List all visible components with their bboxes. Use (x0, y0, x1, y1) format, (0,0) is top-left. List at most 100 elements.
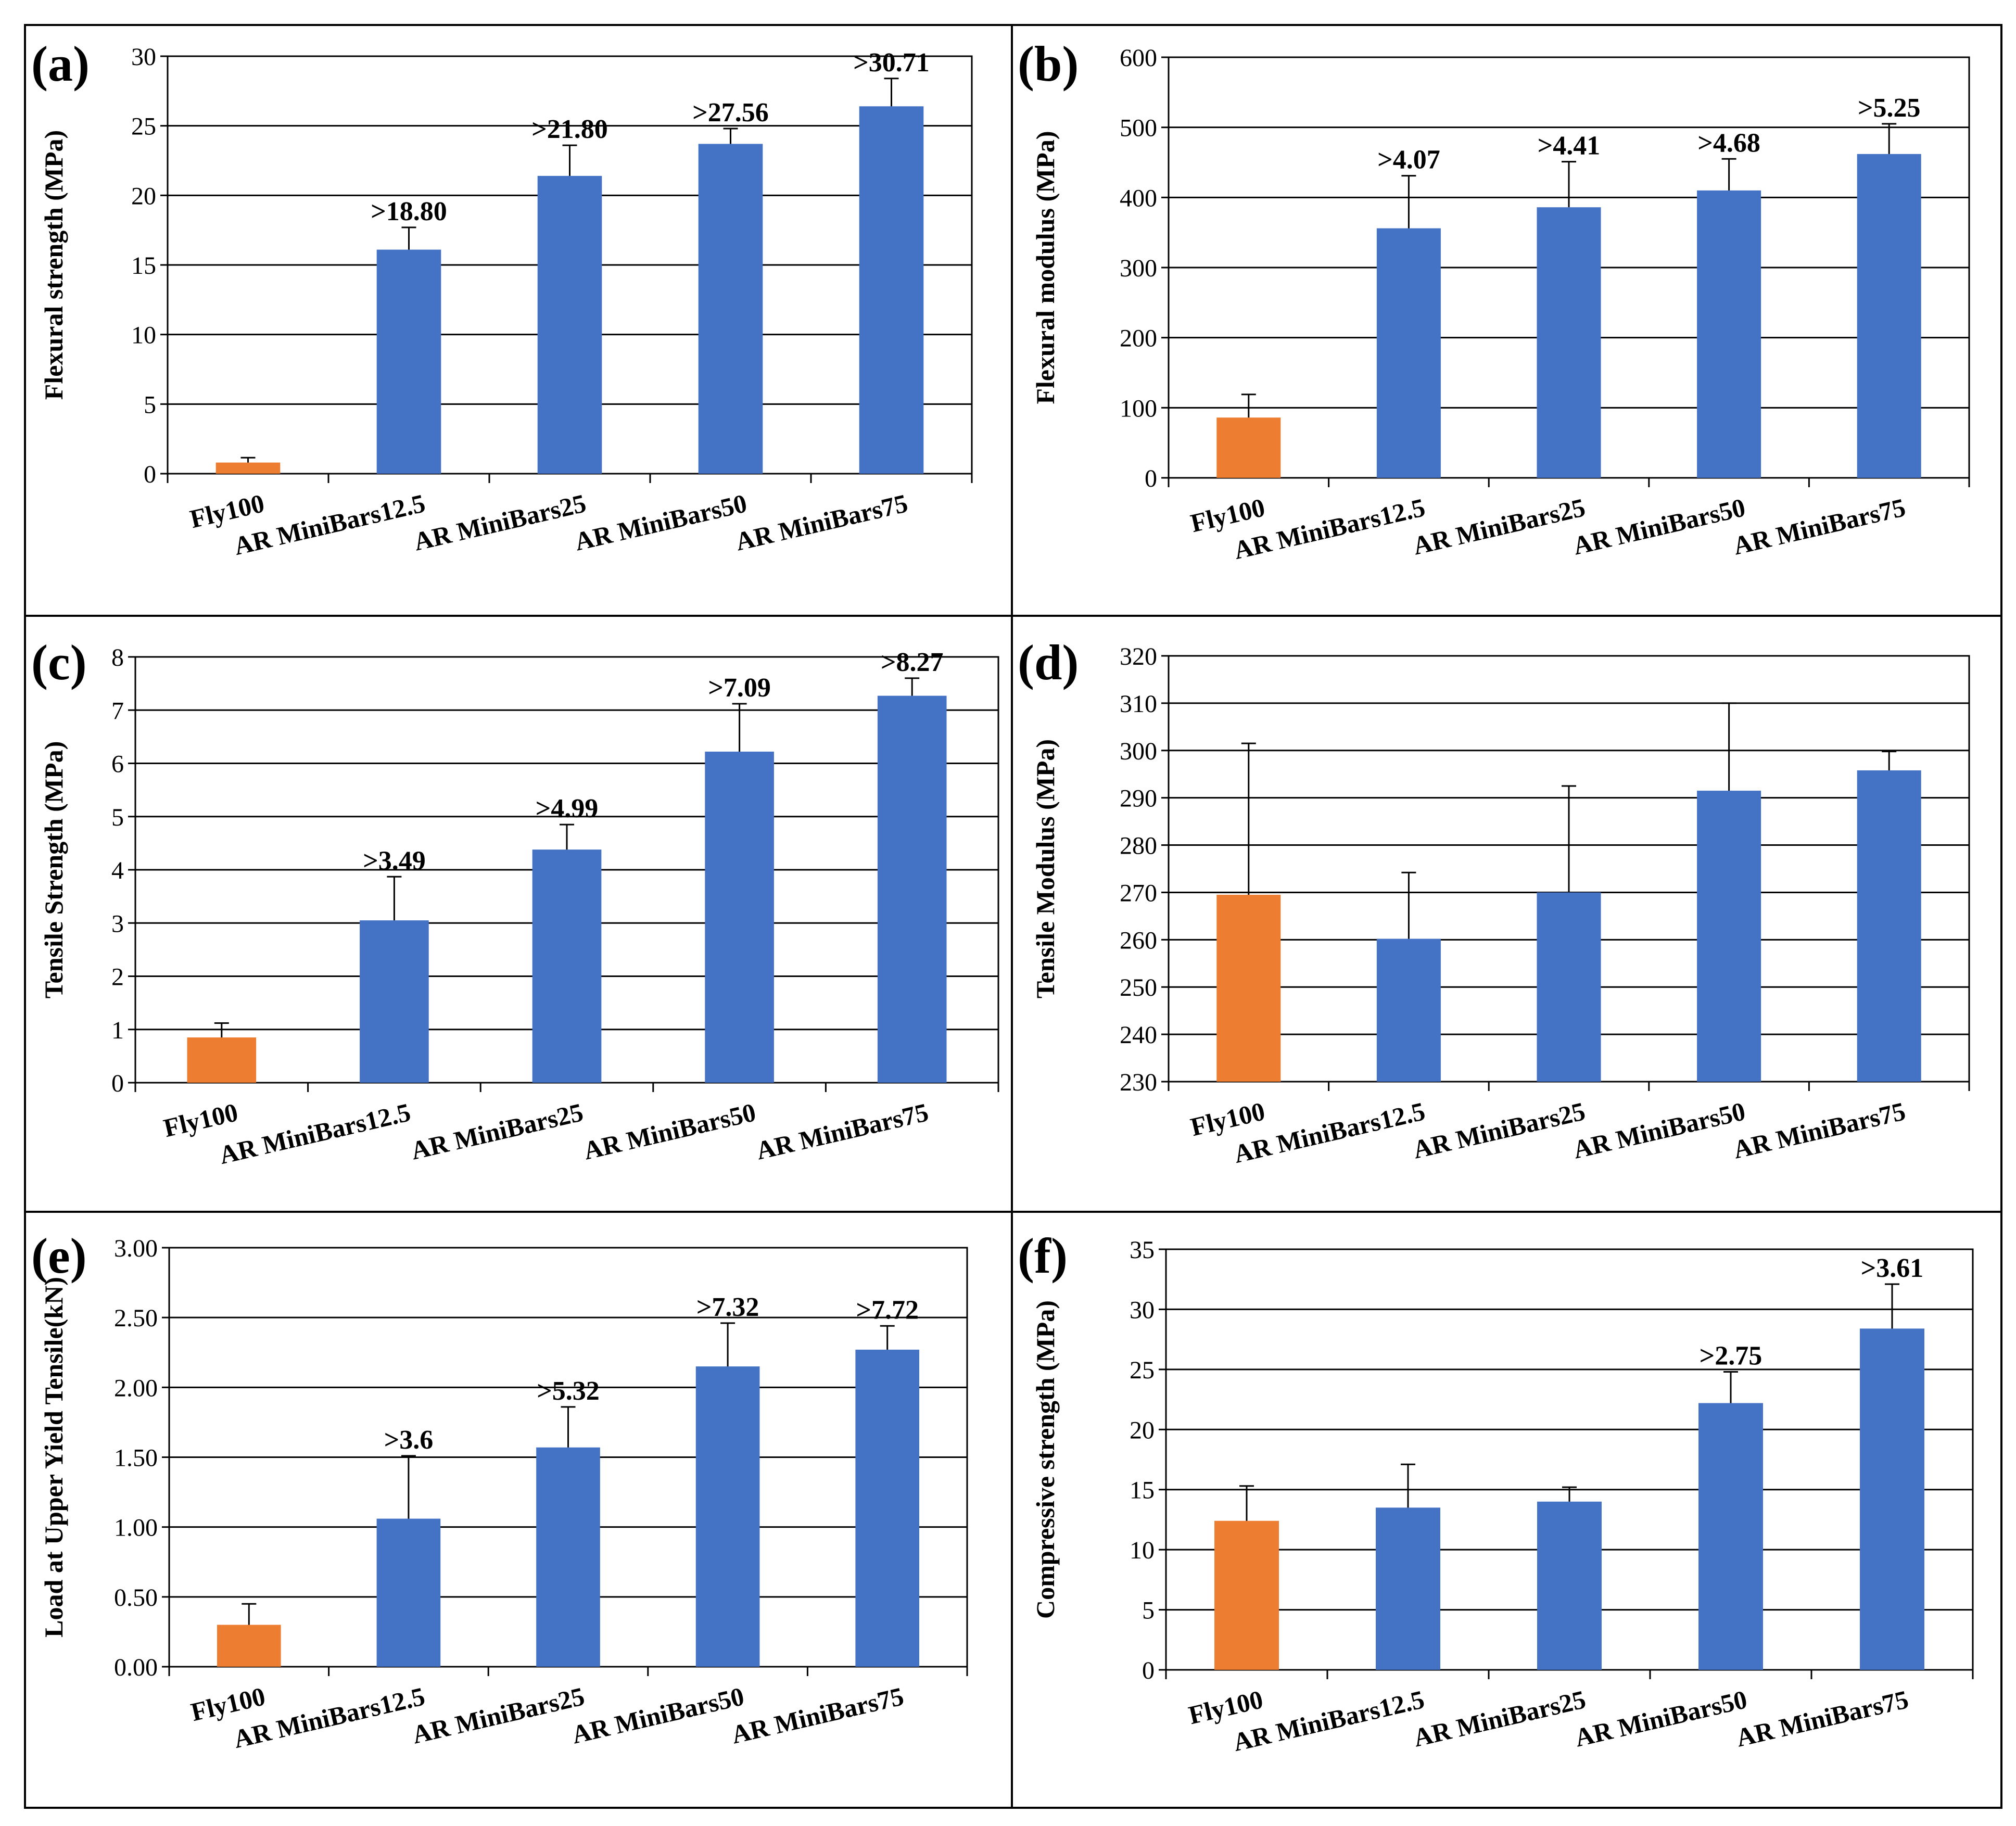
data-label: >7.09 (708, 673, 771, 703)
y-tick-label: 290 (1120, 785, 1157, 813)
bar (187, 1037, 257, 1083)
bar (698, 144, 763, 474)
y-tick-label: 8 (111, 644, 124, 671)
y-tick-label: 0.50 (114, 1584, 158, 1612)
bar (705, 752, 774, 1083)
y-tick-label: 5 (144, 391, 156, 419)
data-label: >4.99 (536, 794, 599, 823)
data-label: >7.72 (856, 1295, 919, 1325)
bar (1857, 770, 1921, 1082)
bar (1697, 791, 1761, 1082)
y-tick-label: 30 (1130, 1296, 1155, 1324)
y-tick-label: 6 (111, 751, 124, 778)
y-axis-title: Tensile Modulus (MPa) (1031, 739, 1060, 998)
bar (1537, 1501, 1602, 1670)
panel-label: (e) (31, 1228, 87, 1284)
y-axis-title: Tensile Strength (MPa) (39, 741, 68, 998)
y-tick-label: 10 (131, 322, 156, 349)
bar (1216, 894, 1281, 1082)
bar (1698, 1403, 1763, 1670)
y-tick-label: 300 (1120, 255, 1157, 282)
data-label: >5.32 (537, 1376, 600, 1406)
bar (1857, 154, 1921, 478)
bar (859, 106, 924, 474)
bar (217, 1625, 281, 1667)
data-label: >4.07 (1377, 145, 1440, 175)
panel-label: (d) (1018, 635, 1079, 690)
data-label: >18.80 (371, 197, 447, 226)
y-tick-label: 5 (1142, 1597, 1155, 1625)
y-tick-label: 300 (1120, 738, 1157, 765)
y-tick-label: 500 (1120, 115, 1157, 142)
y-tick-label: 320 (1120, 643, 1157, 670)
bar (1376, 228, 1441, 478)
data-label: >4.41 (1538, 131, 1601, 161)
y-axis-title: Flexural strength (MPa) (39, 130, 68, 400)
y-tick-label: 25 (131, 113, 156, 141)
bar (1860, 1328, 1924, 1670)
chart-panel-5: 0.000.501.001.502.002.503.00Fly100>3.6AR… (31, 1228, 968, 1754)
y-tick-label: 0.00 (114, 1654, 158, 1681)
y-tick-label: 15 (131, 252, 156, 280)
data-label: >8.27 (881, 648, 944, 677)
data-label: >5.25 (1858, 93, 1921, 123)
y-tick-label: 1.50 (114, 1444, 158, 1472)
bar (376, 249, 441, 474)
y-tick-label: 25 (1130, 1356, 1155, 1384)
y-tick-label: 240 (1120, 1021, 1157, 1049)
data-label: >4.68 (1697, 128, 1760, 158)
y-tick-label: 0 (1145, 465, 1157, 492)
bar (1697, 190, 1761, 478)
y-tick-label: 20 (1130, 1416, 1155, 1444)
bar (532, 849, 602, 1083)
panel-label: (c) (31, 635, 87, 690)
bar (376, 1518, 441, 1667)
y-tick-label: 2 (111, 963, 124, 991)
y-tick-label: 250 (1120, 974, 1157, 1001)
y-tick-label: 4 (111, 857, 124, 884)
bar (1537, 207, 1601, 478)
y-tick-label: 200 (1120, 325, 1157, 352)
figure-frame (24, 24, 2002, 1809)
bar (537, 175, 602, 474)
bar (1537, 892, 1601, 1082)
y-tick-label: 270 (1120, 879, 1157, 907)
y-tick-label: 2.50 (114, 1304, 158, 1332)
y-tick-label: 20 (131, 182, 156, 210)
y-tick-label: 3.00 (114, 1235, 158, 1262)
y-tick-label: 0 (111, 1070, 124, 1097)
y-tick-label: 260 (1120, 927, 1157, 954)
bar (695, 1366, 760, 1667)
y-tick-label: 310 (1120, 690, 1157, 718)
y-tick-label: 0 (1142, 1657, 1155, 1684)
y-tick-label: 1 (111, 1017, 124, 1044)
data-label: >2.75 (1700, 1341, 1763, 1371)
y-tick-label: 10 (1130, 1537, 1155, 1564)
panel-label: (f) (1018, 1228, 1068, 1284)
bar (360, 920, 429, 1083)
data-label: >27.56 (692, 98, 769, 128)
bar (536, 1447, 600, 1667)
bar (1214, 1520, 1279, 1670)
data-label: >30.71 (853, 48, 930, 78)
bar (1216, 417, 1281, 478)
y-tick-label: 1.00 (114, 1514, 158, 1542)
panel-label: (b) (1018, 36, 1079, 92)
y-axis-title: Flexural modulus (MPa) (1031, 131, 1060, 404)
bar (215, 462, 281, 474)
y-axis-title: Load at Upper Yield Tensile(kN) (39, 1277, 68, 1638)
y-tick-label: 0 (144, 461, 156, 488)
y-tick-label: 2.00 (114, 1374, 158, 1402)
y-tick-label: 3 (111, 910, 124, 937)
y-tick-label: 5 (111, 804, 124, 831)
y-tick-label: 30 (131, 43, 156, 71)
y-tick-label: 7 (111, 697, 124, 725)
y-tick-label: 15 (1130, 1477, 1155, 1504)
y-tick-label: 35 (1130, 1236, 1155, 1264)
y-tick-label: 280 (1120, 832, 1157, 860)
y-tick-label: 100 (1120, 395, 1157, 422)
